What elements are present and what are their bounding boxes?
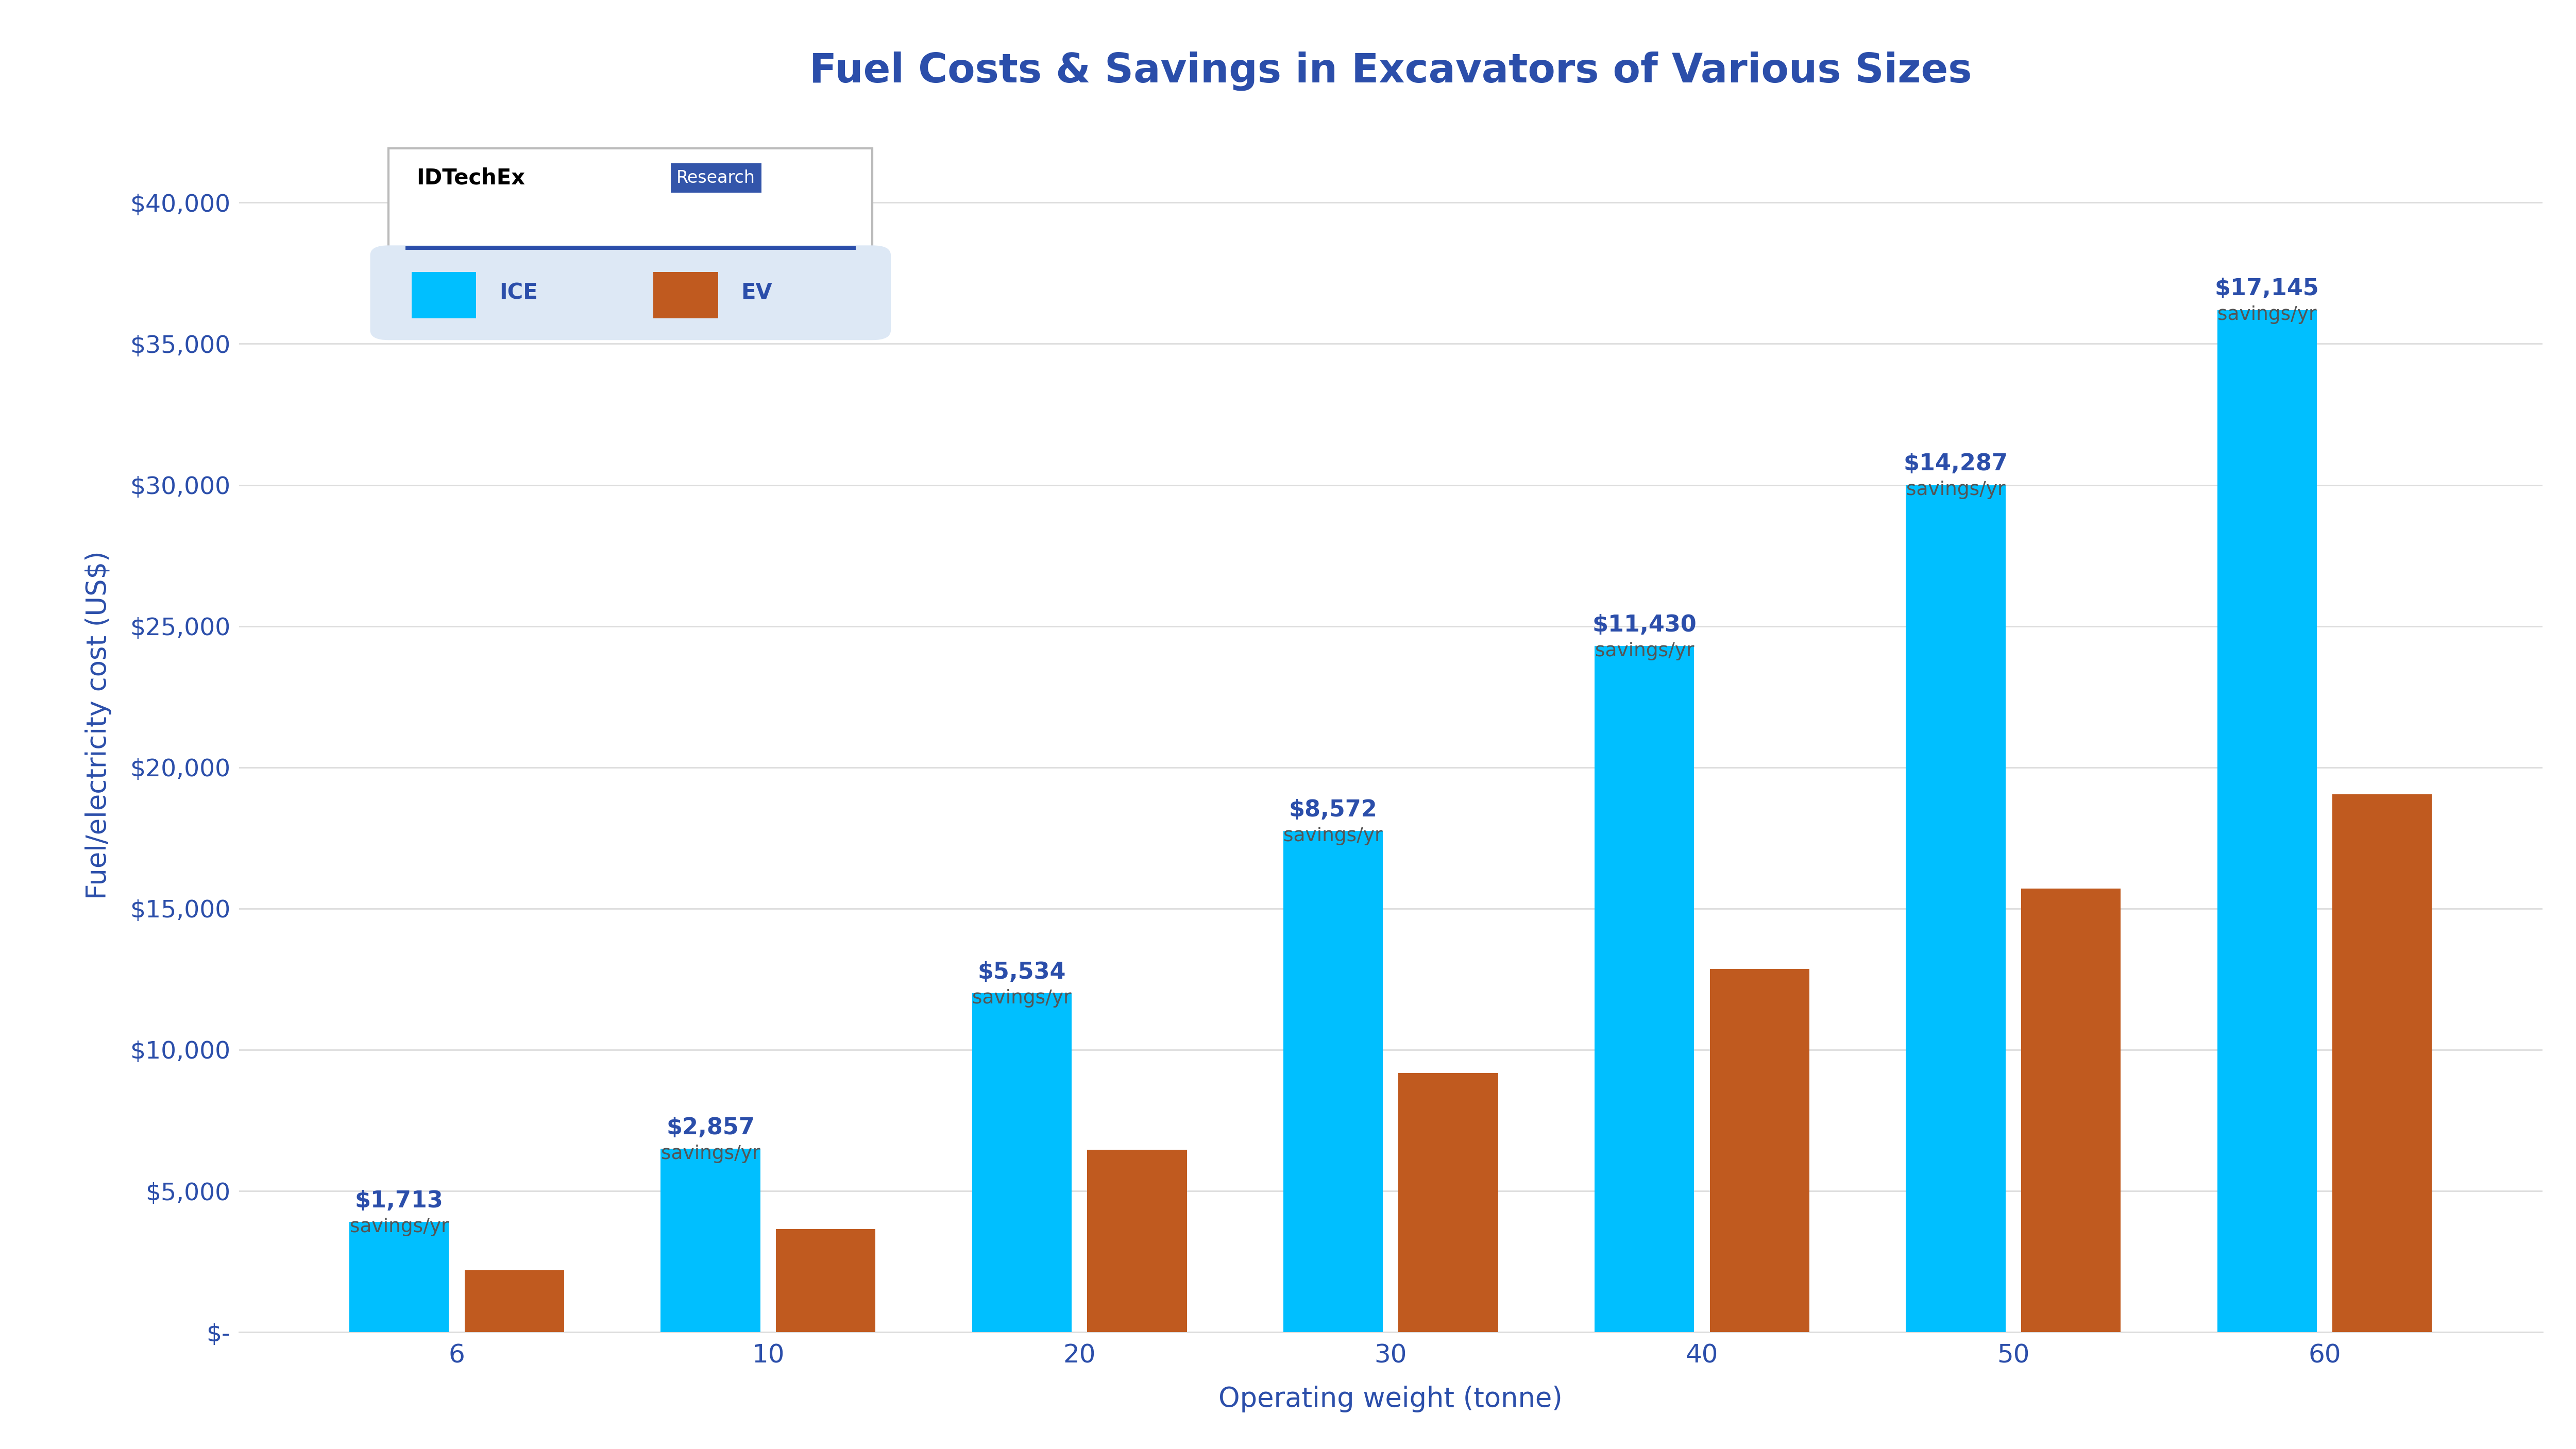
Text: savings/yr: savings/yr (1906, 481, 2004, 500)
Bar (1595, 646, 1695, 1332)
Text: $17,145: $17,145 (2215, 278, 2318, 300)
Text: Research: Research (677, 170, 755, 187)
Bar (1710, 969, 1808, 1332)
Y-axis label: Fuel/electricity cost (US$): Fuel/electricity cost (US$) (85, 551, 111, 900)
Text: savings/yr: savings/yr (1283, 827, 1383, 845)
Text: ICE: ICE (500, 283, 538, 303)
Bar (775, 1229, 876, 1332)
Bar (2218, 310, 2316, 1332)
Bar (1906, 485, 2007, 1332)
FancyBboxPatch shape (654, 272, 719, 319)
Bar (1283, 830, 1383, 1332)
Title: Fuel Costs & Savings in Excavators of Various Sizes: Fuel Costs & Savings in Excavators of Va… (809, 51, 1973, 91)
Text: EV: EV (742, 283, 773, 303)
Text: $1,713: $1,713 (355, 1190, 443, 1213)
Bar (971, 994, 1072, 1332)
X-axis label: Operating weight (tonne): Operating weight (tonne) (1218, 1385, 1564, 1413)
Text: $8,572: $8,572 (1288, 798, 1378, 822)
Bar (1087, 1149, 1188, 1332)
Text: savings/yr: savings/yr (662, 1145, 760, 1164)
Text: IDTechEx: IDTechEx (417, 167, 526, 188)
Text: savings/yr: savings/yr (2218, 306, 2316, 325)
Text: savings/yr: savings/yr (350, 1217, 448, 1236)
Text: $5,534: $5,534 (979, 961, 1066, 984)
Text: $2,857: $2,857 (667, 1117, 755, 1139)
Text: savings/yr: savings/yr (971, 990, 1072, 1007)
Bar (350, 1222, 448, 1332)
Text: $11,430: $11,430 (1592, 614, 1698, 636)
FancyBboxPatch shape (389, 148, 873, 252)
Bar (659, 1149, 760, 1332)
Bar (1399, 1074, 1499, 1332)
Text: savings/yr: savings/yr (1595, 642, 1695, 661)
Bar (2331, 794, 2432, 1332)
Bar (2022, 888, 2120, 1332)
FancyBboxPatch shape (412, 272, 477, 319)
FancyBboxPatch shape (371, 245, 891, 341)
Text: $14,287: $14,287 (1904, 454, 2007, 475)
Bar (464, 1271, 564, 1332)
